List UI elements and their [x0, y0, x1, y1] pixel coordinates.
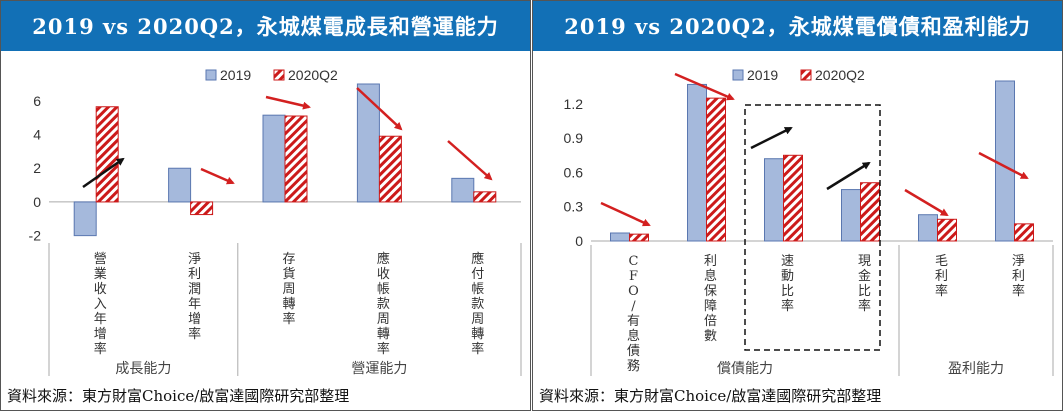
bar-2019: [918, 214, 938, 242]
y-tick-label: 1.2: [564, 96, 584, 112]
trend-arrow-up: [826, 161, 871, 191]
category-label: 應收帳款周轉率: [377, 251, 390, 357]
left-chart: -2 0 2 4 6 成長能力 營運能力 營業收入年增率 淨利潤年增率 存貨周轉率 應收帳款周轉率 應…: [29, 67, 522, 377]
y-tick-label: 0: [33, 194, 41, 210]
bar-2019: [687, 83, 707, 242]
group-label: 成長能力: [115, 361, 171, 377]
bar-2019: [451, 177, 475, 203]
legend-swatch-2020q2: [273, 69, 285, 81]
source-note-right: 資料來源：東方財富Choice/啟富達國際研究部整理: [539, 387, 882, 405]
legend-swatch-2019: [732, 69, 744, 81]
bar-2019: [262, 114, 286, 203]
category-label: 淨利潤年增率: [188, 252, 201, 342]
left-chart-title: 2019 vs 2020Q2，永城煤電成長和營運能力: [1, 1, 530, 51]
right-chart-panel: 2019 vs 2020Q2，永城煤電償債和盈利能力 0 0.3 0.6 0.9 1.2…: [532, 0, 1063, 411]
trend-arrow-up: [750, 126, 793, 150]
bar-2019: [168, 167, 192, 203]
category-label: 營業收入年增率: [94, 252, 107, 357]
category-label: C F O/有息債務: [627, 254, 640, 374]
legend-label-2019: 2019: [220, 67, 251, 83]
bar-2020q2: [860, 182, 880, 242]
bar-2019: [995, 80, 1015, 242]
bar-2020q2: [284, 115, 308, 203]
legend-label-2019: 2019: [747, 67, 778, 83]
bar-2019: [841, 189, 861, 242]
y-tick-label: 2: [33, 160, 41, 176]
group-label: 償債能力: [717, 361, 773, 377]
legend-label-2020q2: 2020Q2: [288, 67, 338, 83]
y-tick-label: -2: [29, 228, 42, 244]
category-label: 速動比率: [781, 254, 794, 314]
bar-2019: [764, 158, 784, 242]
bar-2019: [356, 83, 380, 203]
bar-2020q2: [629, 233, 649, 242]
trend-arrow-down: [904, 188, 949, 217]
right-chart-title: 2019 vs 2020Q2，永城煤電償債和盈利能力: [533, 1, 1062, 51]
bar-2019: [610, 232, 630, 242]
source-note-left: 資料來源：東方財富Choice/啟富達國際研究部整理: [7, 387, 350, 405]
y-tick-label: 6: [33, 93, 41, 109]
trend-arrow-up: [82, 157, 125, 189]
left-chart-panel: 2019 vs 2020Q2，永城煤電成長和營運能力 -2 0 2 4 6 成長能力 營運能…: [0, 0, 531, 411]
legend-swatch-2019: [205, 69, 217, 81]
bar-2020q2: [1014, 223, 1034, 242]
bar-2020q2: [937, 218, 957, 242]
y-tick-label: 0.6: [564, 164, 584, 180]
trend-arrow-down: [600, 201, 651, 227]
bar-2020q2: [473, 191, 497, 203]
group-label: 盈利能力: [948, 361, 1004, 377]
trend-arrow-down: [674, 72, 735, 101]
bar-2020q2: [190, 201, 214, 216]
group-label: 營運能力: [351, 361, 407, 377]
legend-swatch-2020q2: [800, 69, 812, 81]
category-label: 現金比率: [858, 254, 871, 314]
category-label: 利息保障倍數: [704, 254, 717, 344]
right-chart: 0 0.3 0.6 0.9 1.2 償債能力 盈利能力 C F O/有息債務 利息保障倍數 速動比率 現…: [564, 67, 1054, 377]
y-tick-label: 0.9: [564, 130, 584, 146]
category-label: 毛利率: [935, 254, 948, 299]
y-tick-label: 4: [33, 127, 41, 143]
category-label: 存貨周轉率: [282, 252, 295, 327]
trend-arrow-down: [978, 151, 1029, 180]
bar-2020q2: [706, 97, 726, 242]
y-tick-label: 0: [575, 233, 583, 249]
trend-arrow-down: [447, 140, 493, 181]
trend-arrow-down: [200, 167, 235, 185]
bar-2020q2: [95, 106, 119, 203]
trend-arrow-down: [356, 87, 403, 131]
bar-2020q2: [378, 135, 402, 203]
category-label: 淨利率: [1012, 254, 1025, 299]
bar-2019: [73, 201, 97, 237]
y-tick-label: 0.3: [564, 199, 584, 215]
category-label: 應付帳款周轉率: [471, 251, 484, 357]
bar-2020q2: [783, 154, 803, 242]
trend-arrow-down: [265, 95, 311, 110]
legend-label-2020q2: 2020Q2: [815, 67, 865, 83]
